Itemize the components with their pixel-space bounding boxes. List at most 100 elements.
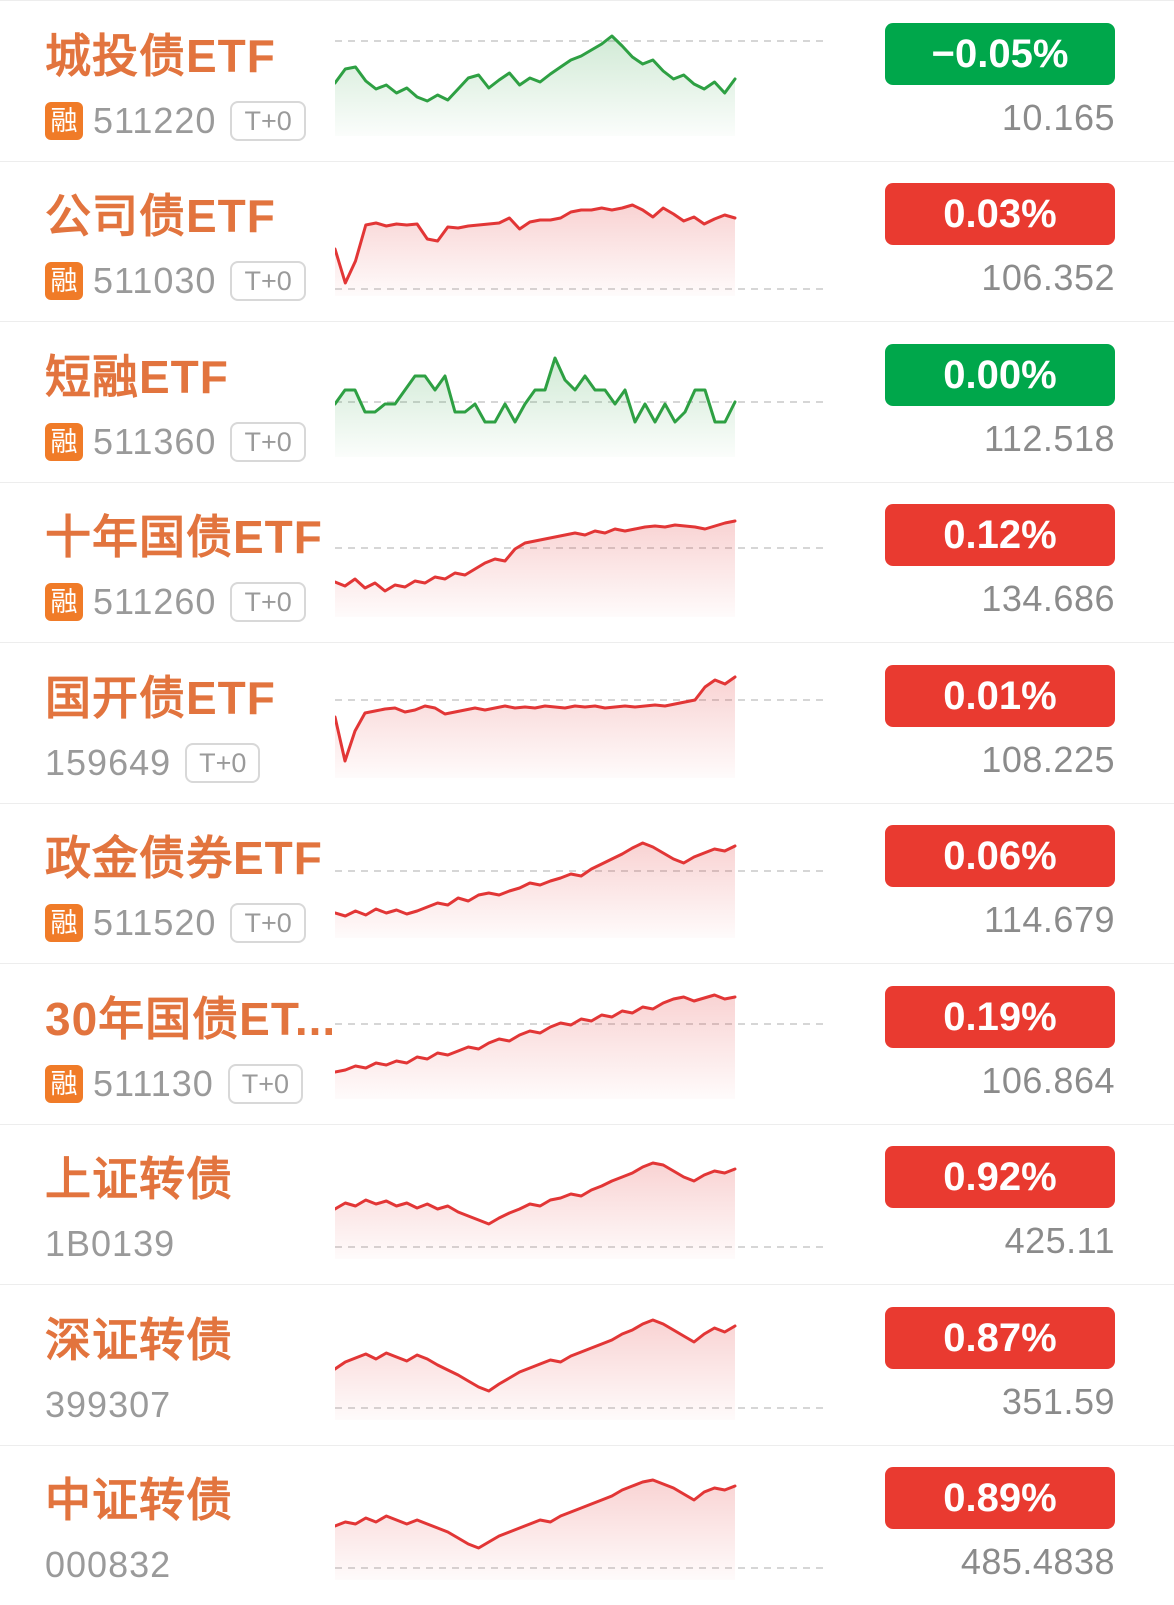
last-price: 114.679 — [984, 899, 1115, 941]
last-price: 485.4838 — [960, 1541, 1115, 1583]
etf-list-item[interactable]: 十年国债ETF 融 511260 T+0 0.12% 134.686 — [0, 482, 1174, 643]
sparkline-chart — [335, 347, 825, 457]
change-badge[interactable]: 0.00% — [885, 343, 1115, 406]
t0-badge: T+0 — [230, 582, 306, 623]
etf-code: 511220 — [93, 99, 217, 141]
last-price: 134.686 — [981, 578, 1115, 620]
etf-code: 159649 — [45, 741, 172, 783]
etf-name: 十年国债ETF — [45, 511, 323, 564]
etf-meta: 159649 T+0 — [45, 742, 276, 784]
etf-name: 城投债ETF — [45, 29, 276, 82]
change-badge[interactable]: 0.12% — [885, 504, 1115, 567]
etf-name: 深证转债 — [45, 1313, 233, 1366]
quote-block: −0.05% 10.165 — [885, 22, 1115, 139]
last-price: 106.352 — [981, 257, 1115, 299]
etf-list-item[interactable]: 国开债ETF 159649 T+0 0.01% 108.225 — [0, 643, 1174, 804]
t0-badge: T+0 — [230, 421, 306, 462]
etf-code: 511260 — [93, 581, 217, 623]
etf-name: 公司债ETF — [45, 190, 276, 243]
margin-trading-badge: 融 — [45, 1064, 83, 1103]
etf-name: 国开债ETF — [45, 671, 276, 724]
last-price: 351.59 — [1001, 1380, 1115, 1422]
quote-block: 0.19% 106.864 — [885, 985, 1115, 1102]
etf-meta: 融 511360 T+0 — [45, 421, 306, 463]
etf-info: 城投债ETF 融 511220 T+0 — [45, 20, 306, 142]
change-badge[interactable]: −0.05% — [885, 22, 1115, 85]
etf-name: 30年国债ET... — [45, 992, 337, 1045]
quote-block: 0.06% 114.679 — [885, 825, 1115, 941]
sparkline-chart — [335, 1149, 825, 1260]
change-badge[interactable]: 0.01% — [885, 664, 1115, 727]
change-badge[interactable]: 0.06% — [885, 825, 1115, 888]
sparkline-chart — [335, 186, 825, 297]
sparkline-chart — [335, 1470, 825, 1581]
etf-info: 上证转债 1B0139 — [45, 1143, 233, 1265]
etf-meta: 融 511220 T+0 — [45, 100, 306, 142]
etf-list-item[interactable]: 公司债ETF 融 511030 T+0 0.03% 106.352 — [0, 161, 1174, 322]
last-price: 112.518 — [984, 417, 1115, 459]
etf-list-item[interactable]: 上证转债 1B0139 0.92% 425.11 — [0, 1124, 1174, 1285]
change-badge[interactable]: 0.03% — [885, 183, 1115, 246]
etf-list-item[interactable]: 中证转债 000832 0.89% 485.4838 — [0, 1445, 1174, 1605]
etf-list-item[interactable]: 短融ETF 融 511360 T+0 0.00% 112.518 — [0, 322, 1174, 483]
margin-trading-badge: 融 — [45, 904, 83, 943]
etf-info: 30年国债ET... 融 511130 T+0 — [45, 983, 336, 1105]
quote-block: 0.92% 425.11 — [885, 1146, 1115, 1262]
t0-badge: T+0 — [227, 1063, 304, 1104]
etf-meta: 融 511520 T+0 — [45, 902, 323, 944]
etf-info: 深证转债 399307 — [45, 1304, 233, 1426]
etf-name: 中证转债 — [45, 1474, 233, 1527]
change-badge[interactable]: 0.87% — [885, 1306, 1115, 1369]
t0-badge: T+0 — [230, 100, 306, 141]
etf-info: 十年国债ETF 融 511260 T+0 — [45, 501, 323, 623]
sparkline-chart — [335, 1310, 825, 1420]
etf-list-item[interactable]: 政金债券ETF 融 511520 T+0 0.06% 114.679 — [0, 803, 1174, 964]
sparkline-chart — [335, 507, 825, 618]
etf-list-item[interactable]: 城投债ETF 融 511220 T+0 −0.05% 10.165 — [0, 1, 1174, 162]
t0-badge: T+0 — [185, 742, 261, 783]
etf-code: 511030 — [93, 260, 217, 302]
sparkline-chart — [335, 668, 825, 778]
quote-block: 0.03% 106.352 — [885, 183, 1115, 299]
etf-code: 511360 — [93, 420, 217, 462]
etf-code: 1B0139 — [45, 1223, 176, 1265]
change-badge[interactable]: 0.19% — [885, 985, 1115, 1048]
t0-badge: T+0 — [230, 903, 306, 944]
etf-code: 511520 — [93, 902, 217, 944]
sparkline-chart — [335, 26, 825, 136]
quote-block: 0.89% 485.4838 — [885, 1467, 1115, 1583]
quote-block: 0.00% 112.518 — [885, 343, 1115, 460]
etf-code: 399307 — [45, 1383, 172, 1425]
quote-block: 0.12% 134.686 — [885, 504, 1115, 620]
sparkline-chart — [335, 989, 825, 1099]
etf-list-item[interactable]: 30年国债ET... 融 511130 T+0 0.19% 106.864 — [0, 964, 1174, 1125]
margin-trading-badge: 融 — [45, 422, 83, 461]
etf-info: 公司债ETF 融 511030 T+0 — [45, 180, 306, 302]
change-badge[interactable]: 0.89% — [885, 1467, 1115, 1530]
etf-info: 短融ETF 融 511360 T+0 — [45, 341, 306, 463]
etf-name: 上证转债 — [45, 1153, 233, 1206]
margin-trading-badge: 融 — [45, 262, 83, 301]
etf-meta: 融 511130 T+0 — [45, 1063, 336, 1105]
margin-trading-badge: 融 — [45, 101, 83, 140]
quote-block: 0.01% 108.225 — [885, 664, 1115, 781]
etf-code: 000832 — [45, 1544, 172, 1586]
quote-block: 0.87% 351.59 — [885, 1306, 1115, 1423]
etf-info: 中证转债 000832 — [45, 1464, 233, 1586]
etf-info: 政金债券ETF 融 511520 T+0 — [45, 822, 323, 944]
etf-meta: 融 511260 T+0 — [45, 581, 323, 623]
etf-name: 政金债券ETF — [45, 832, 323, 885]
last-price: 425.11 — [1004, 1220, 1115, 1262]
etf-meta: 融 511030 T+0 — [45, 260, 306, 302]
etf-code: 511130 — [93, 1062, 214, 1104]
last-price: 108.225 — [981, 738, 1115, 780]
etf-name: 短融ETF — [45, 350, 229, 403]
etf-info: 国开债ETF 159649 T+0 — [45, 662, 276, 784]
etf-list-item[interactable]: 深证转债 399307 0.87% 351.59 — [0, 1285, 1174, 1446]
change-badge[interactable]: 0.92% — [885, 1146, 1115, 1209]
margin-trading-badge: 融 — [45, 583, 83, 622]
last-price: 106.864 — [981, 1059, 1115, 1101]
etf-meta: 000832 — [45, 1544, 233, 1586]
